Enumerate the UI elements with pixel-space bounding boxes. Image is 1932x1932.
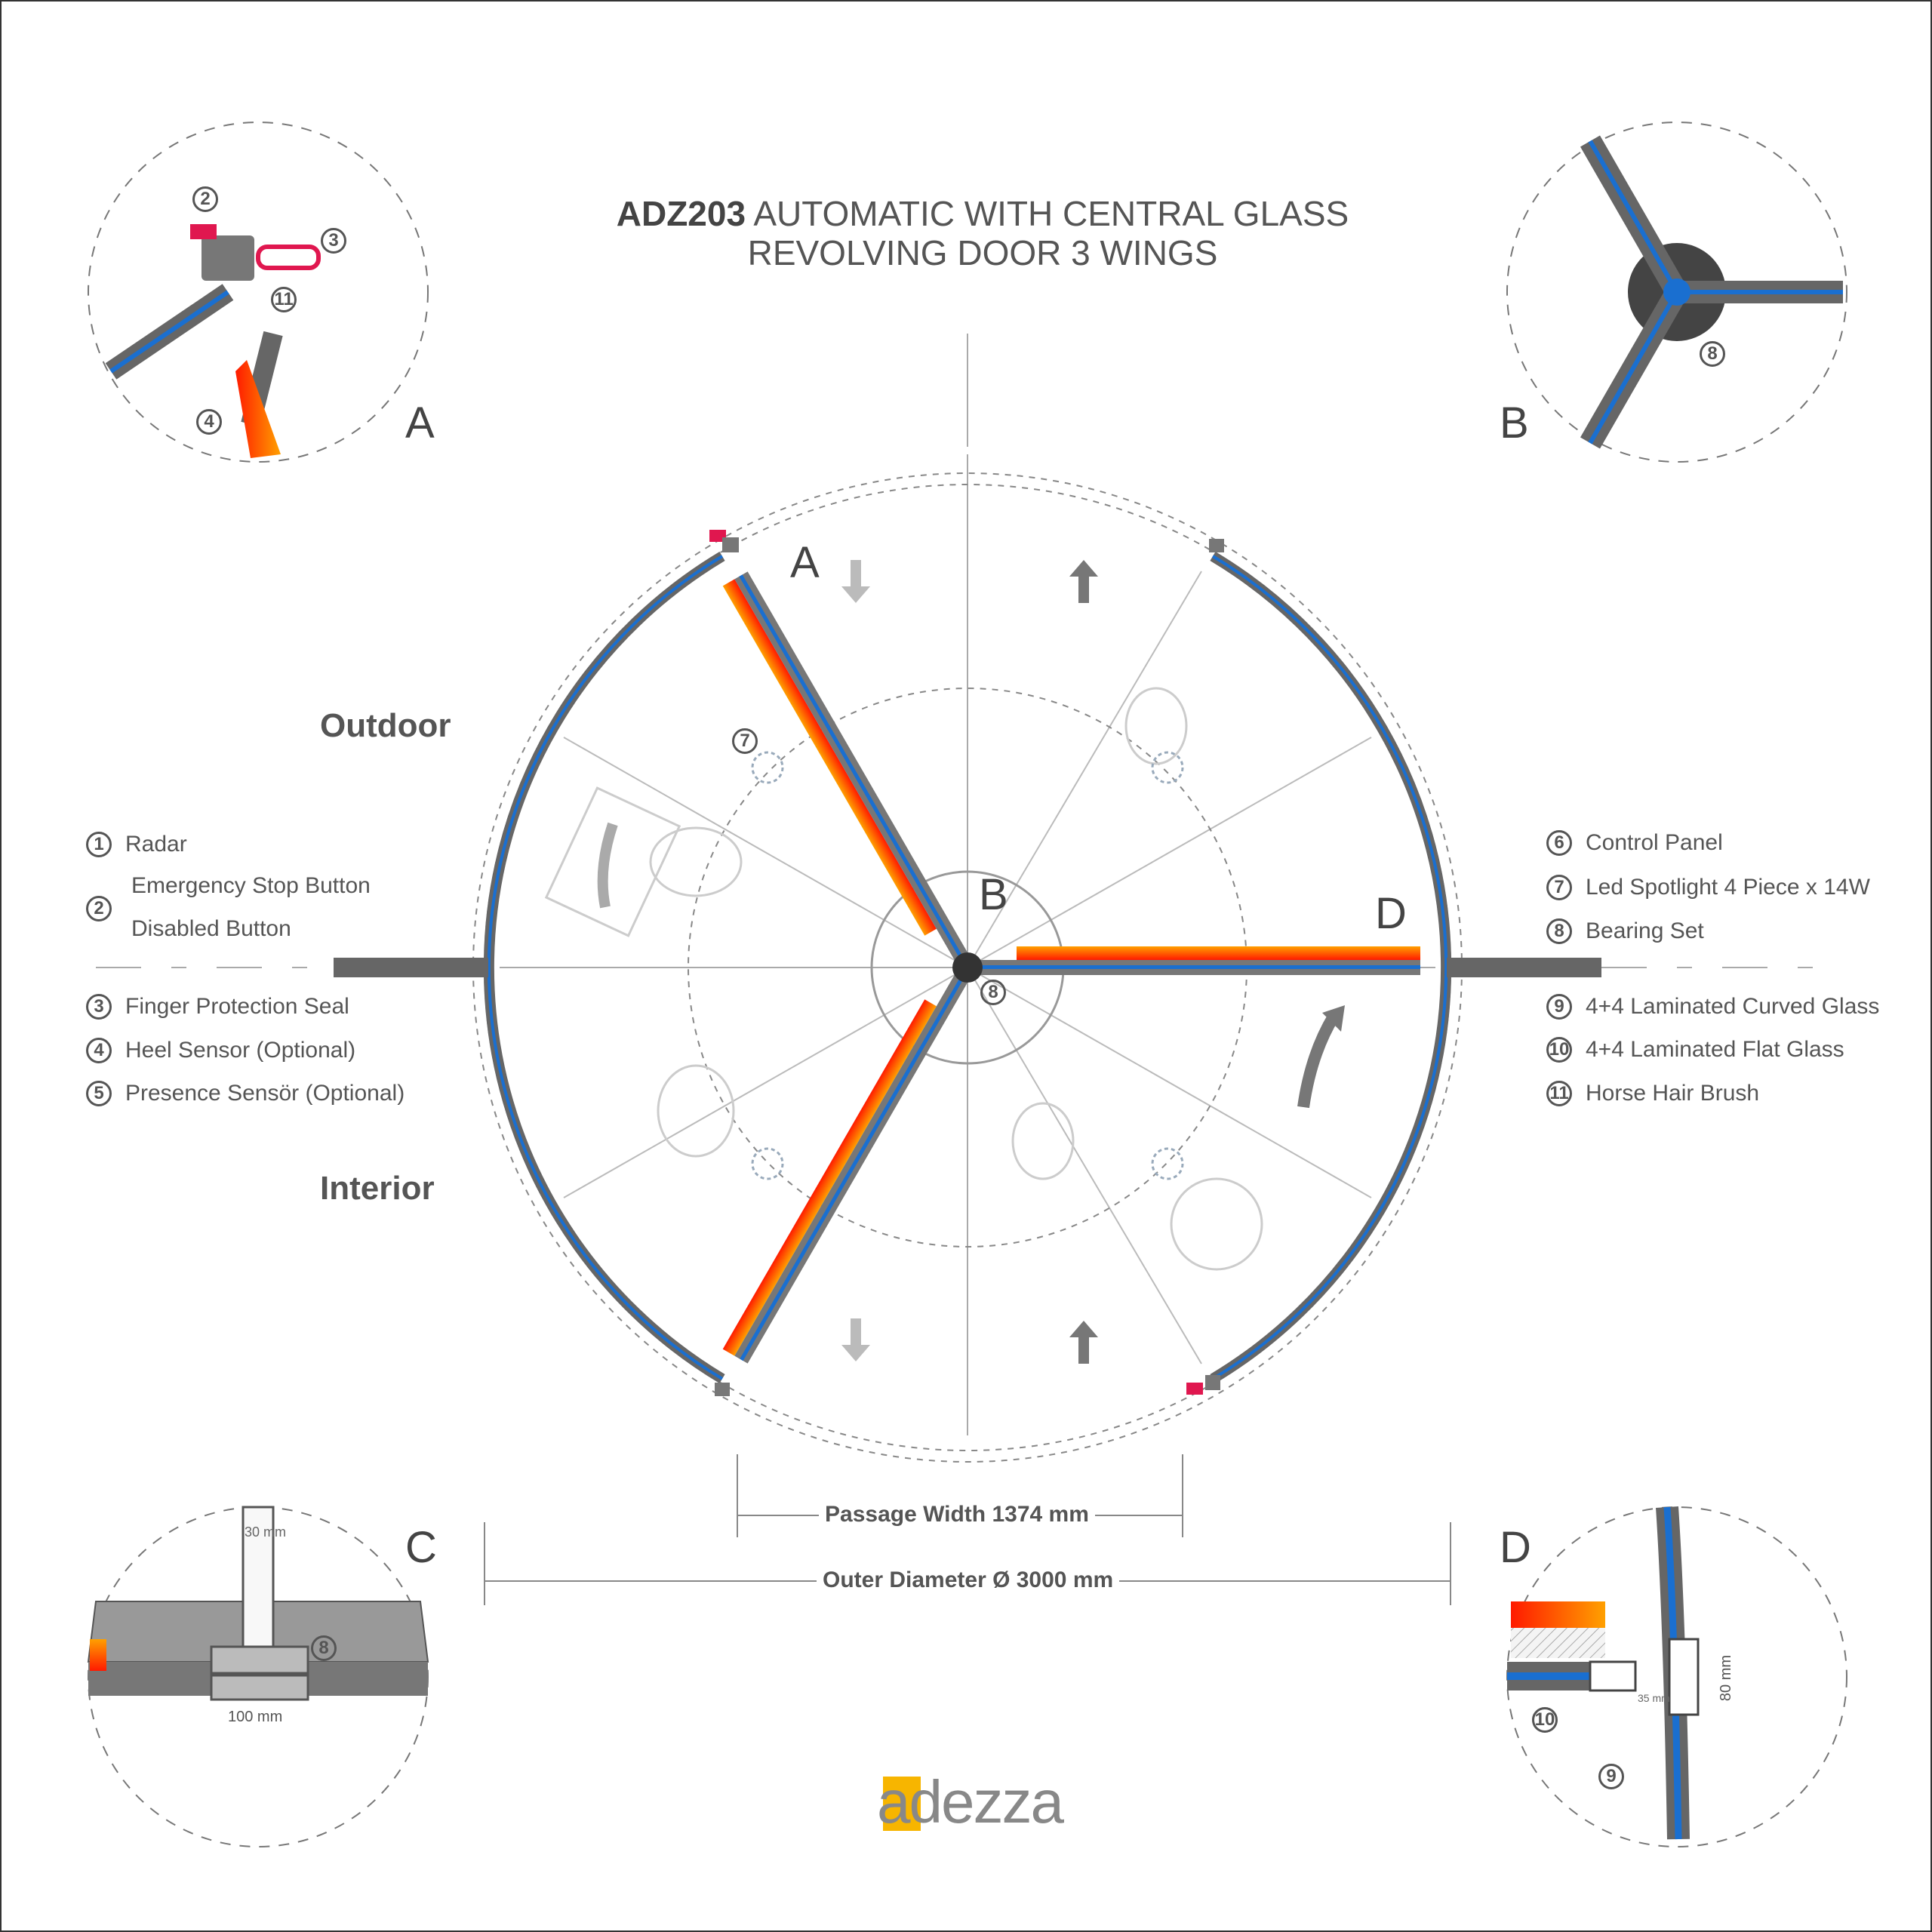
legend-item-heel-sensor: 4 Heel Sensor (Optional) (86, 1038, 355, 1063)
number-badge: 2 (86, 896, 112, 921)
legend-item-horse-hair-brush: 11 Horse Hair Brush (1546, 1081, 1759, 1106)
legend-item-control-panel: 6 Control Panel (1546, 830, 1723, 856)
detail-a-label: A (405, 398, 435, 448)
detail-d-gap-dimension: 35 mm (1638, 1692, 1670, 1704)
legend-label: Heel Sensor (Optional) (125, 1038, 356, 1063)
central-hub (952, 952, 983, 983)
callout-4: 4 (196, 409, 222, 435)
detail-a-drawing (105, 224, 321, 458)
legend-item-buttons: 2 (86, 896, 112, 921)
title-line2: REVOLVING DOOR 3 WINGS (747, 233, 1218, 272)
legend-label-emergency-stop: Emergency Stop Button (131, 873, 371, 898)
number-badge: 10 (1546, 1037, 1572, 1063)
number-badge: 8 (1546, 918, 1572, 944)
detail-d-drawing (1507, 1506, 1700, 1840)
marker-d-label: D (1375, 889, 1407, 938)
number-badge: 6 (1546, 830, 1572, 856)
legend-item-radar: 1 Radar (86, 832, 187, 857)
sector-lines (563, 571, 1372, 1364)
brand-logo: adezza (877, 1768, 1064, 1835)
callout-8: 8 (980, 980, 1006, 1005)
legend-label: Horse Hair Brush (1586, 1081, 1760, 1106)
legend-item-presence-sensor: 5 Presence Sensör (Optional) (86, 1081, 405, 1106)
callout-7: 7 (732, 728, 758, 754)
detail-b-drawing (1580, 135, 1843, 449)
emergency-buttons (709, 530, 1224, 1396)
legend-label: Control Panel (1586, 830, 1723, 855)
number-badge: 1 (86, 832, 112, 857)
callout-2: 2 (192, 186, 218, 212)
wall-left (334, 958, 488, 977)
legend-label: Finger Protection Seal (125, 994, 349, 1019)
legend-label: Presence Sensör (Optional) (125, 1081, 405, 1106)
legend-label: 4+4 Laminated Flat Glass (1586, 1037, 1844, 1062)
detail-b-label: B (1500, 398, 1529, 448)
legend-label: Led Spotlight 4 Piece x 14W (1586, 875, 1870, 900)
number-badge: 4 (86, 1038, 112, 1063)
outer-diameter-dimension: Outer Diameter Ø 3000 mm (817, 1567, 1120, 1593)
door-wings (722, 571, 1420, 1364)
detail-c-drawing (87, 1506, 429, 1701)
callout-10: 10 (1532, 1707, 1558, 1733)
detail-d-label: D (1500, 1523, 1531, 1572)
number-badge: 9 (1546, 994, 1572, 1020)
led-spotlights (751, 751, 1184, 1180)
marker-a-label: A (790, 538, 820, 587)
legend-item-finger-seal: 3 Finger Protection Seal (86, 994, 349, 1020)
logo-accent-square (883, 1777, 921, 1831)
detail-c-label: C (405, 1523, 437, 1572)
legend-item-led-spotlight: 7 Led Spotlight 4 Piece x 14W (1546, 875, 1870, 900)
legend-label: Bearing Set (1586, 918, 1704, 943)
curved-glass-walls (483, 551, 1452, 1384)
detail-d-height-dimension: 80 mm (1718, 1654, 1735, 1702)
marker-b-label: B (979, 870, 1008, 919)
legend-label: Radar (125, 832, 187, 857)
zone-outdoor: Outdoor (320, 707, 451, 744)
people-silhouettes (544, 687, 1263, 1271)
number-badge: 5 (86, 1081, 112, 1106)
title-line1: AUTOMATIC WITH CENTRAL GLASS (753, 194, 1349, 233)
legend-item-bearing-set: 8 Bearing Set (1546, 918, 1704, 944)
detail-c-top-dimension: 30 mm (245, 1524, 287, 1540)
legend-item-curved-glass: 9 4+4 Laminated Curved Glass (1546, 994, 1879, 1020)
detail-c-bottom-dimension: 100 mm (228, 1709, 283, 1725)
number-badge: 3 (86, 994, 112, 1020)
legend-item-flat-glass: 10 4+4 Laminated Flat Glass (1546, 1037, 1844, 1063)
zone-interior: Interior (320, 1170, 435, 1207)
callout-9: 9 (1598, 1764, 1624, 1789)
direction-arrows (597, 560, 1345, 1364)
model-code: ADZ203 (616, 194, 746, 233)
callout-8-detail-b: 8 (1700, 341, 1725, 367)
number-badge: 11 (1546, 1081, 1572, 1106)
page-title: ADZ203 AUTOMATIC WITH CENTRAL GLASS REVO… (530, 194, 1435, 272)
callout-3: 3 (321, 228, 346, 254)
callout-11: 11 (271, 287, 297, 312)
legend-label-disabled-button: Disabled Button (131, 916, 291, 941)
passage-width-dimension: Passage Width 1374 mm (819, 1502, 1095, 1527)
legend-label: 4+4 Laminated Curved Glass (1586, 994, 1880, 1019)
number-badge: 7 (1546, 875, 1572, 900)
callout-8-detail-c: 8 (311, 1635, 337, 1661)
wall-right (1447, 958, 1601, 977)
